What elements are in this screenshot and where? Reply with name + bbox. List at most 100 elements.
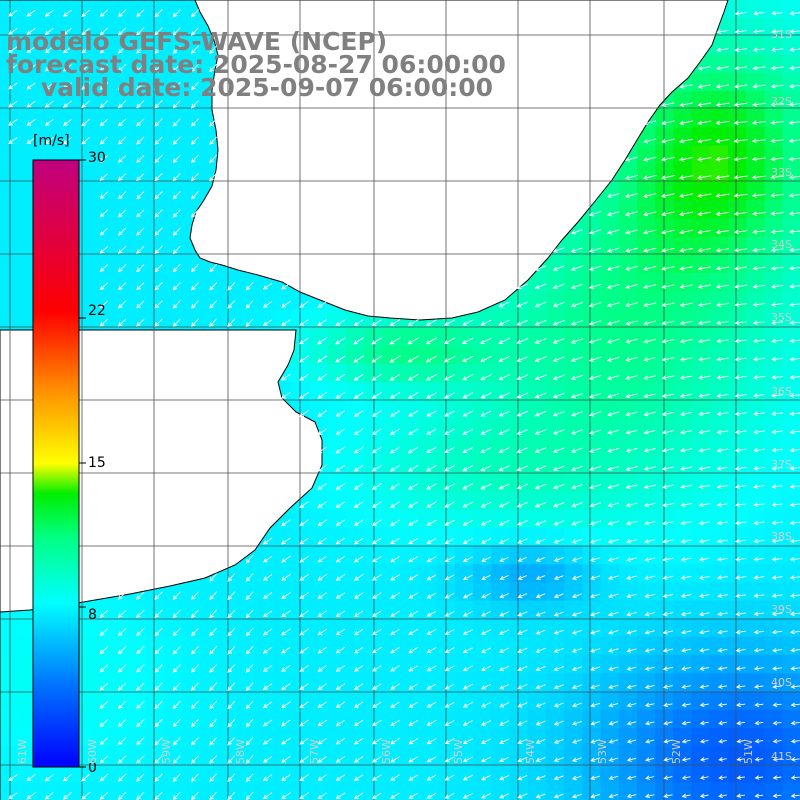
field-cell bbox=[109, 673, 128, 693]
field-cell bbox=[309, 400, 329, 420]
wind-arrow bbox=[462, 611, 473, 617]
field-cell bbox=[618, 728, 638, 747]
field-cell bbox=[728, 273, 747, 292]
wind-arrow bbox=[589, 502, 601, 508]
wind-arrow bbox=[734, 47, 747, 53]
wind-arrow bbox=[789, 320, 800, 326]
field-cell bbox=[345, 746, 365, 765]
wind-arrow bbox=[227, 573, 236, 582]
field-cell bbox=[109, 236, 128, 256]
wind-arrow bbox=[299, 519, 309, 527]
field-cell bbox=[109, 291, 128, 310]
wind-arrow bbox=[172, 737, 181, 746]
field-cell bbox=[382, 673, 401, 693]
wind-arrow bbox=[644, 720, 655, 726]
wind-arrow bbox=[63, 27, 72, 36]
wind-arrow bbox=[117, 154, 127, 163]
wind-arrow bbox=[136, 646, 145, 655]
field-cell bbox=[637, 218, 656, 238]
field-cell bbox=[764, 291, 784, 310]
field-cell bbox=[418, 491, 438, 511]
field-cell bbox=[728, 327, 747, 347]
wind-arrow bbox=[172, 45, 181, 54]
field-cell bbox=[163, 691, 183, 711]
field-cell bbox=[582, 309, 602, 329]
field-cell bbox=[782, 618, 800, 638]
field-cell bbox=[691, 91, 711, 110]
field-cell bbox=[618, 582, 638, 602]
field-cell bbox=[491, 691, 511, 711]
wind-arrow bbox=[299, 555, 309, 563]
field-cell bbox=[91, 218, 110, 238]
field-cell bbox=[509, 564, 529, 583]
field-cell bbox=[109, 746, 128, 765]
wind-arrow bbox=[372, 683, 382, 690]
field-cell bbox=[291, 600, 310, 620]
wind-arrow bbox=[643, 375, 657, 380]
field-cell bbox=[0, 728, 19, 747]
wind-arrow bbox=[754, 684, 764, 689]
field-cell bbox=[782, 109, 800, 128]
field-cell bbox=[582, 764, 602, 784]
wind-arrow bbox=[790, 720, 800, 726]
wind-arrow bbox=[462, 428, 474, 435]
wind-arrow bbox=[662, 502, 674, 508]
field-cell bbox=[746, 509, 765, 529]
wind-arrow bbox=[99, 209, 109, 218]
field-cell bbox=[764, 382, 784, 401]
field-cell bbox=[509, 655, 529, 674]
wind-arrow bbox=[117, 9, 127, 18]
field-cell bbox=[345, 582, 365, 602]
wind-arrow bbox=[281, 701, 291, 709]
wind-arrow bbox=[553, 538, 565, 544]
wind-arrow bbox=[371, 719, 382, 727]
field-cell bbox=[691, 764, 711, 784]
wind-arrow bbox=[716, 538, 729, 544]
wind-arrow bbox=[117, 318, 127, 327]
wind-arrow bbox=[444, 756, 455, 763]
wind-arrow bbox=[117, 282, 127, 291]
wind-vectors bbox=[8, 9, 800, 800]
wind-arrow bbox=[317, 646, 327, 654]
wind-arrow bbox=[63, 82, 72, 90]
wind-arrow bbox=[588, 283, 602, 290]
field-cell bbox=[455, 655, 474, 674]
wind-arrow bbox=[389, 392, 401, 399]
field-cell bbox=[728, 218, 747, 238]
field-cell bbox=[618, 273, 638, 292]
wind-arrow bbox=[462, 592, 473, 599]
field-cell bbox=[782, 273, 800, 292]
wind-arrow bbox=[172, 718, 181, 728]
wind-arrow bbox=[154, 172, 163, 182]
wind-arrow bbox=[426, 610, 437, 617]
wind-arrow bbox=[698, 429, 711, 435]
wind-arrow bbox=[626, 611, 637, 617]
wind-arrow bbox=[136, 173, 145, 182]
field-cell bbox=[491, 728, 511, 747]
wind-arrow bbox=[8, 9, 18, 17]
wind-arrow bbox=[734, 320, 747, 326]
wind-arrow bbox=[625, 539, 638, 544]
field-cell bbox=[691, 709, 711, 729]
field-cell bbox=[691, 436, 711, 456]
field-cell bbox=[546, 309, 565, 329]
wind-arrow bbox=[136, 45, 145, 54]
wind-arrow bbox=[699, 757, 709, 762]
wind-arrow bbox=[335, 464, 346, 472]
field-cell bbox=[564, 436, 583, 456]
field-cell bbox=[236, 637, 256, 656]
field-cell bbox=[109, 782, 128, 800]
wind-arrow bbox=[735, 684, 746, 689]
wind-arrow bbox=[480, 629, 491, 635]
wind-arrow bbox=[734, 484, 747, 489]
wind-arrow bbox=[624, 174, 639, 180]
wind-arrow bbox=[117, 100, 127, 109]
wind-arrow bbox=[299, 574, 309, 581]
field-cell bbox=[728, 709, 747, 729]
wind-arrow bbox=[8, 137, 18, 144]
wind-arrow bbox=[698, 357, 711, 362]
field-cell bbox=[273, 600, 292, 620]
wind-arrow bbox=[663, 702, 673, 708]
wind-arrow bbox=[136, 318, 145, 327]
wind-arrow bbox=[262, 610, 273, 618]
